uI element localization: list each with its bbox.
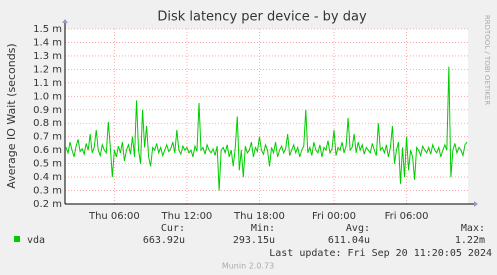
chart-title: Disk latency per device - by day bbox=[157, 10, 367, 25]
y-tick-label: 1.3 m bbox=[33, 51, 62, 62]
plot-area bbox=[65, 29, 468, 204]
y-tick-label: 0.6 m bbox=[33, 145, 62, 156]
legend-swatch bbox=[14, 236, 20, 242]
legend-stat-label: Max: bbox=[461, 223, 485, 234]
legend-stat-value: 293.15u bbox=[233, 235, 275, 246]
series-line bbox=[65, 66, 468, 191]
legend-stat-value: 663.92u bbox=[143, 235, 185, 246]
x-tick-label: Fri 00:00 bbox=[312, 211, 356, 222]
y-tick-label: 1.1 m bbox=[33, 78, 62, 89]
x-tick-label: Thu 12:00 bbox=[161, 211, 213, 222]
y-tick-label: 1.2 m bbox=[33, 64, 62, 75]
y-tick-label: 1.5 m bbox=[33, 24, 62, 35]
x-tick-label: Fri 06:00 bbox=[385, 211, 429, 222]
y-tick-label: 0.3 m bbox=[33, 186, 62, 197]
y-tick-label: 0.4 m bbox=[33, 172, 62, 183]
last-update: Last update: Fri Sep 20 11:20:05 2024 bbox=[269, 248, 492, 259]
y-tick-label: 1.0 m bbox=[33, 91, 62, 102]
version: Munin 2.0.73 bbox=[222, 262, 274, 271]
legend-stat-label: Cur: bbox=[161, 223, 185, 234]
watermark: RRDTOOL / TOBI OETIKER bbox=[483, 15, 491, 105]
x-tick-label: Thu 06:00 bbox=[88, 211, 140, 222]
legend-stat-value: 611.04u bbox=[328, 235, 370, 246]
x-axis-arrow bbox=[474, 201, 478, 207]
y-tick-label: 0.2 m bbox=[33, 199, 62, 210]
x-tick-label: Thu 18:00 bbox=[233, 211, 285, 222]
y-tick-label: 0.7 m bbox=[33, 132, 62, 143]
y-axis-arrow bbox=[62, 19, 68, 23]
y-tick-label: 0.5 m bbox=[33, 159, 62, 170]
y-tick-label: 0.8 m bbox=[33, 118, 62, 129]
legend-label: vda bbox=[27, 235, 45, 246]
y-tick-label: 0.9 m bbox=[33, 105, 62, 116]
legend-stat-label: Avg: bbox=[346, 223, 370, 234]
legend-stat-label: Min: bbox=[251, 223, 275, 234]
y-axis-label: Average IO Wait (seconds) bbox=[5, 43, 18, 188]
y-tick-label: 1.4 m bbox=[33, 37, 62, 48]
legend-stat-value: 1.22m bbox=[455, 235, 485, 246]
